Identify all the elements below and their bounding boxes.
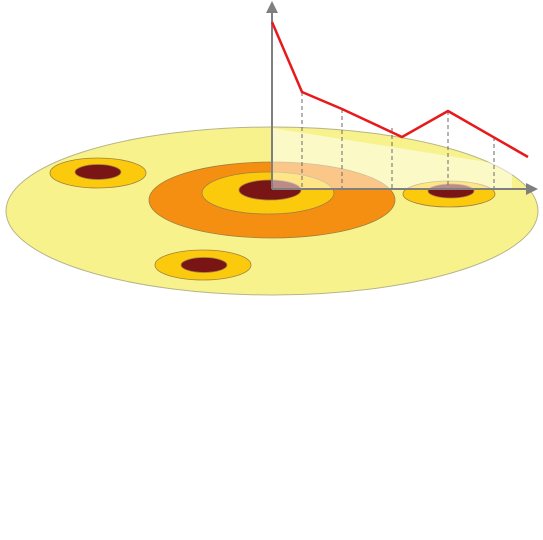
lower-hotspot xyxy=(154,249,252,281)
trend-line xyxy=(270,21,529,159)
upper-left-hotspot-core xyxy=(74,164,122,180)
lower-hotspot-core xyxy=(180,257,228,273)
upper-left-hotspot xyxy=(49,157,147,189)
axes xyxy=(271,10,527,190)
drop-lines xyxy=(301,92,495,189)
x-axis-arrowhead xyxy=(526,183,538,195)
y-axis-arrowhead xyxy=(266,1,278,13)
